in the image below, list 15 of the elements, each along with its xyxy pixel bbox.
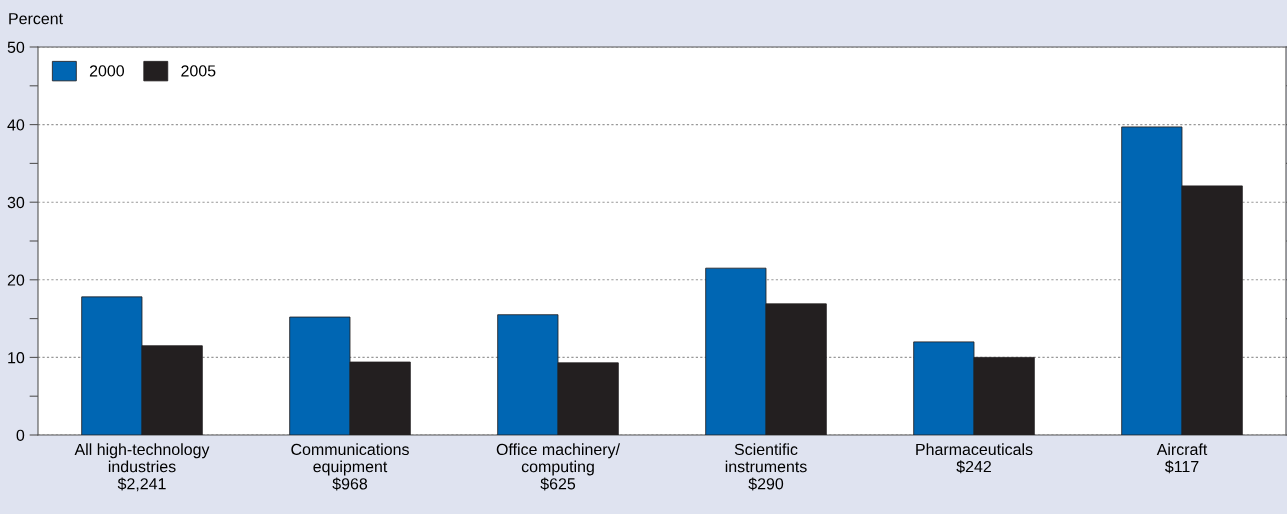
x-tick-label: Communications equipment $968	[291, 443, 409, 491]
x-tick-label: Office machinery/ computing $625	[496, 443, 620, 491]
y-tick-label: 30	[7, 196, 25, 209]
y-tick-label: 10	[8, 352, 25, 364]
y-tick-label: 50	[7, 41, 25, 53]
x-tick-label: Aircraft $117	[1156, 443, 1208, 474]
x-tick-label: Scientific instruments $290	[725, 443, 807, 491]
legend-label: 2005	[181, 65, 216, 77]
x-tick-label: All high-technology industries $2,241	[74, 443, 210, 492]
y-tick-label: 0	[16, 429, 25, 441]
x-tick-label: Pharmaceuticals $242	[916, 443, 1033, 474]
y-tick-label: 20	[7, 274, 25, 286]
y-axis-title: Percent	[9, 13, 63, 25]
legend-label: 2000	[89, 65, 125, 77]
y-tick-label: 40	[7, 119, 25, 131]
